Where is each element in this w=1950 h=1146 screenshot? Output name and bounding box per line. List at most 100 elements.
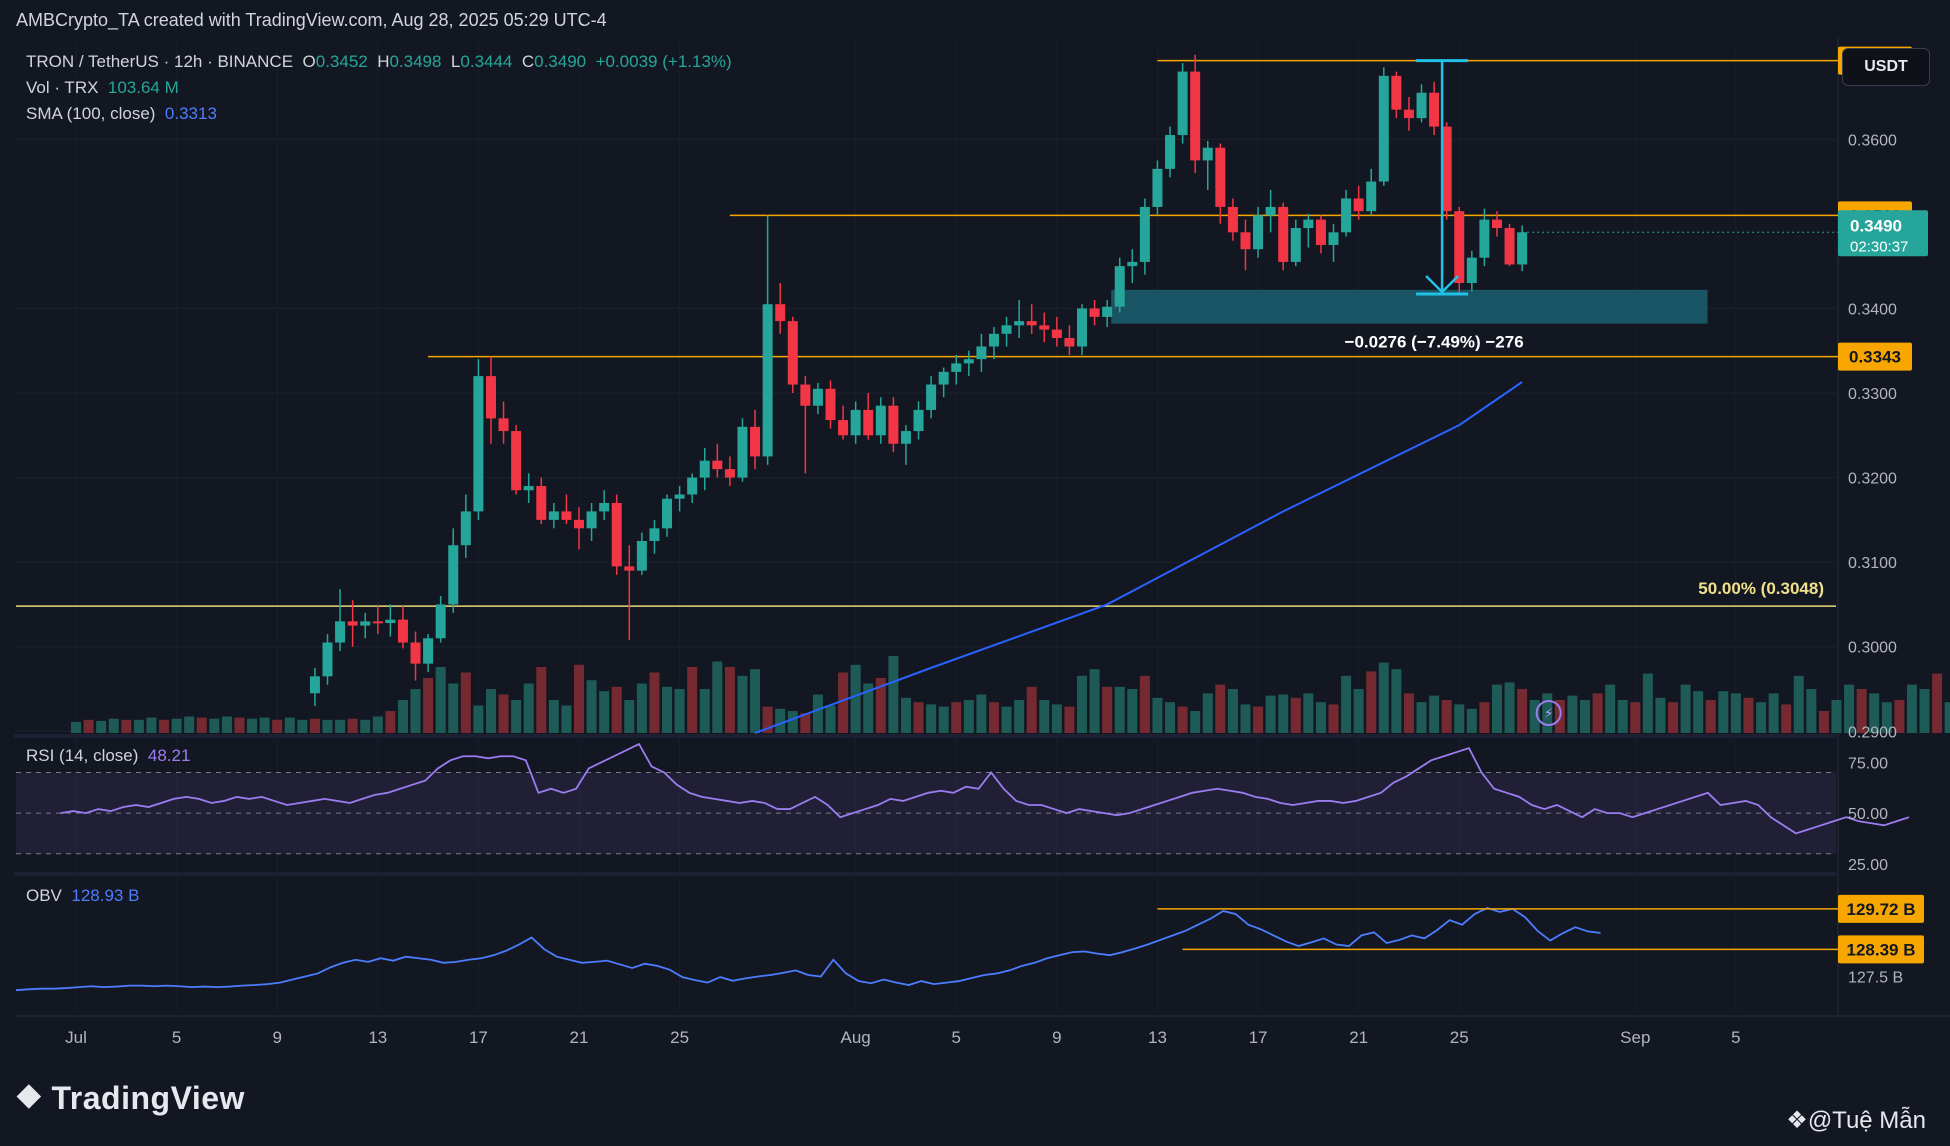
volume-bar <box>1089 669 1100 733</box>
volume-bar <box>1831 700 1842 733</box>
legend-sma-value: 0.3313 <box>164 104 217 123</box>
legend-rsi-row[interactable]: RSI (14, close) 48.21 <box>26 746 190 766</box>
volume-bar <box>1253 706 1264 733</box>
legend-volume-row[interactable]: Vol · TRX 103.64 M <box>26 78 179 98</box>
price-level-tag <box>1838 342 1912 371</box>
volume-bar <box>838 672 849 733</box>
volume-bar <box>1391 669 1402 733</box>
candle-body <box>737 426 748 478</box>
volume-bar <box>1542 693 1553 733</box>
candle-body <box>385 619 396 624</box>
volume-bar <box>1290 697 1301 733</box>
volume-bar <box>1504 682 1515 733</box>
volume-bar <box>1932 673 1943 733</box>
candle-body <box>1353 198 1364 212</box>
volume-bar <box>1102 686 1113 733</box>
volume-bar <box>674 689 685 733</box>
panel-separator <box>14 872 1836 876</box>
volume-bar <box>599 691 610 733</box>
candle-body <box>963 359 974 364</box>
legend-sma-row[interactable]: SMA (100, close) 0.3313 <box>26 104 217 124</box>
legend-open: 0.3452 <box>315 52 368 71</box>
currency-button[interactable]: USDT <box>1842 48 1930 86</box>
candle-body <box>485 376 496 419</box>
candle-body <box>1315 219 1326 245</box>
candle-body <box>699 460 710 478</box>
volume-bar <box>611 686 622 733</box>
volume-bar <box>825 705 836 733</box>
volume-bar <box>1127 689 1138 733</box>
volume-bar <box>423 678 434 733</box>
volume-bar <box>1026 686 1037 733</box>
candle-body <box>1102 306 1113 317</box>
candle-body <box>662 498 673 529</box>
volume-bar <box>687 667 698 733</box>
volume-bar <box>1403 693 1414 733</box>
candle-body <box>574 519 584 529</box>
candle-body <box>888 405 899 444</box>
candle-body <box>712 460 723 470</box>
volume-bar <box>1793 675 1804 733</box>
candle-body <box>825 388 836 421</box>
candle-body <box>372 621 383 624</box>
candle-body <box>435 604 446 639</box>
volume-bar <box>750 669 761 733</box>
candle-body <box>360 621 371 626</box>
volume-bar <box>1215 684 1226 733</box>
legend-obv-row[interactable]: OBV 128.93 B <box>26 886 139 906</box>
volume-bar <box>1165 702 1176 733</box>
legend-symbol[interactable]: TRON / TetherUS · 12h · BINANCE <box>26 52 294 71</box>
volume-bar <box>1265 695 1276 733</box>
lightning-alert-icon <box>1535 700 1562 726</box>
time-tick-label: 25 <box>670 1028 689 1047</box>
obv-tick-label: 127.5 B <box>1848 970 1903 987</box>
price-tick-label: 0.2900 <box>1848 724 1897 741</box>
volume-bar <box>322 719 333 733</box>
candle-body <box>674 494 685 499</box>
volume-bar <box>737 675 748 733</box>
legend-change: +0.0039 (+1.13%) <box>595 52 732 71</box>
candle-body <box>913 409 924 432</box>
candle-body <box>511 431 522 491</box>
legend-rsi-label: RSI (14, close) <box>26 746 139 765</box>
candle-body <box>1479 219 1490 258</box>
volume-bar <box>1730 693 1741 733</box>
candle-body <box>1441 126 1452 212</box>
volume-bar <box>1630 702 1641 733</box>
candle-body <box>1026 321 1037 326</box>
measure-arrow-icon <box>1425 275 1459 294</box>
candle-body <box>938 371 949 385</box>
candle-body <box>1039 325 1050 330</box>
current-price-countdown: 02:30:37 <box>1850 238 1908 255</box>
legend-c-label: C <box>521 52 535 71</box>
candle-body <box>687 477 698 495</box>
volume-bar <box>1894 700 1905 733</box>
candle-body <box>926 384 937 410</box>
volume-bar <box>1416 702 1427 733</box>
volume-bar <box>1693 691 1704 733</box>
volume-bar <box>360 719 371 733</box>
volume-bar <box>1039 700 1050 733</box>
candle-body <box>750 426 761 457</box>
candle-body <box>1466 257 1477 284</box>
volume-bar <box>133 719 144 733</box>
volume-bar <box>523 683 534 733</box>
candle-body <box>309 676 320 694</box>
candle-body <box>548 511 559 520</box>
volume-bar <box>284 717 295 733</box>
candle-body <box>988 333 999 347</box>
rsi-line <box>60 742 1910 835</box>
volume-bar <box>1303 693 1314 733</box>
volume-bar <box>297 719 308 733</box>
volume-bar <box>209 718 220 733</box>
volume-bar <box>812 694 823 733</box>
volume-bar <box>1580 700 1590 733</box>
volume-bar <box>1906 684 1917 733</box>
candle-body <box>410 642 421 664</box>
volume-bar <box>976 694 987 733</box>
legend-vol-value: 103.64 M <box>107 78 179 97</box>
time-tick-label: 17 <box>469 1028 488 1047</box>
volume-bar <box>1718 691 1729 733</box>
obv-level-tag-label: 128.39 B <box>1847 940 1916 959</box>
